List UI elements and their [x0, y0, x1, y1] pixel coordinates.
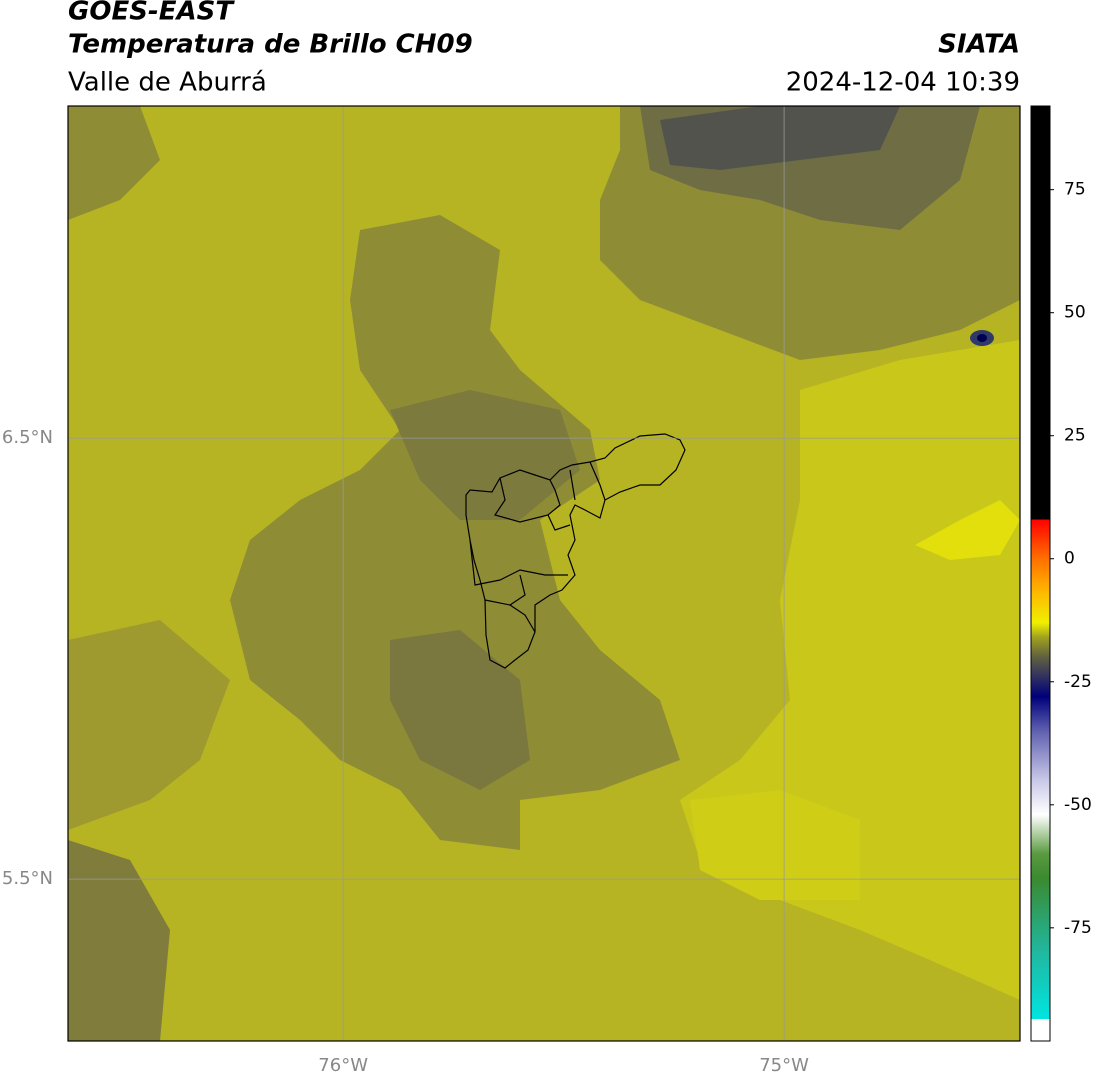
x-tick-label: 76°W — [318, 1055, 368, 1076]
colorbar-tick-label: 25 — [1064, 426, 1086, 446]
colorbar-tick-label: 0 — [1064, 549, 1075, 569]
y-tick-label: 6.5°N — [2, 427, 53, 448]
colorbar — [1030, 105, 1051, 1042]
subtitle: Temperatura de Brillo CH09 — [68, 30, 473, 60]
colorbar-tick-label: 50 — [1064, 303, 1086, 323]
region: Valle de Aburrá — [68, 68, 267, 98]
municipal-boundaries — [465, 433, 686, 669]
colorbar-tick-label: -75 — [1064, 918, 1092, 938]
temperature-field — [68, 106, 1020, 1041]
map-frame — [67, 105, 1021, 1042]
y-tick-label: 5.5°N — [2, 868, 53, 889]
title: GOES-EAST — [68, 0, 235, 27]
x-tick-label: 75°W — [759, 1055, 809, 1076]
colorbar-tick-label: -25 — [1064, 672, 1092, 692]
source: SIATA — [938, 30, 1020, 60]
graticule — [68, 106, 1020, 1041]
datetime: 2024-12-04 10:39 — [786, 68, 1020, 98]
colorbar-tick-label: 75 — [1064, 180, 1086, 200]
colorbar-tick-label: -50 — [1064, 795, 1092, 815]
